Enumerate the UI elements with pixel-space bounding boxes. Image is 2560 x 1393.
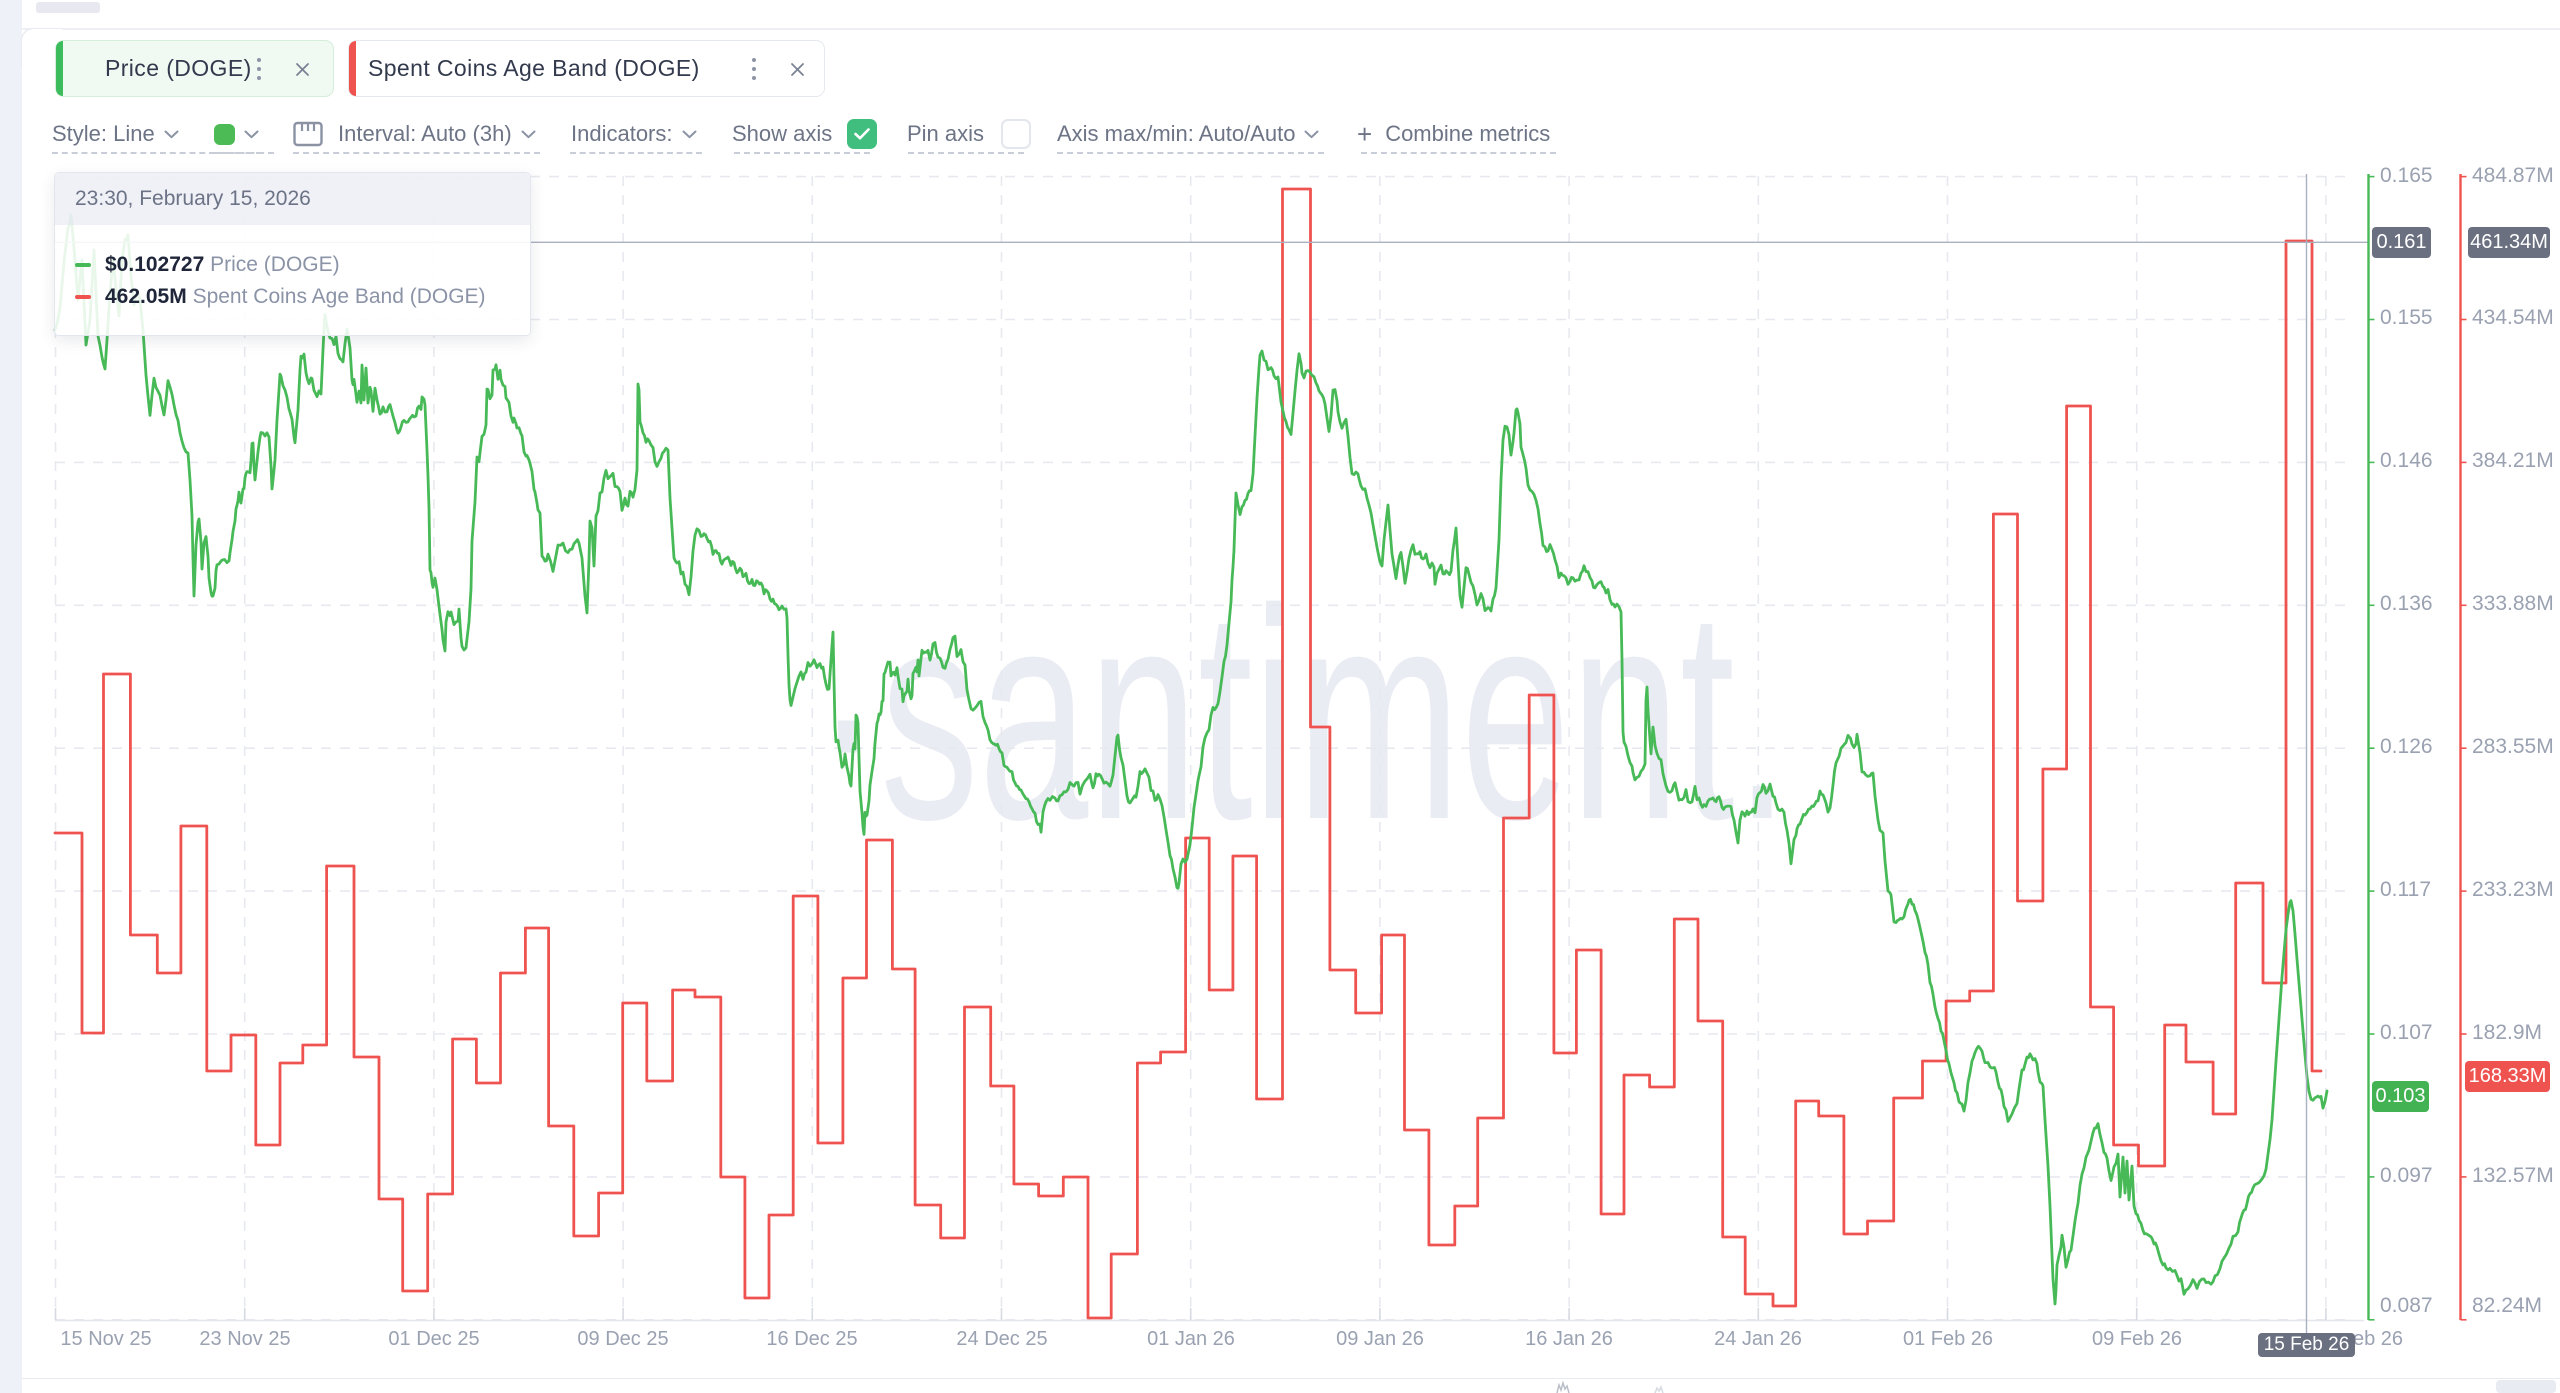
svg-text:·santiment.: ·santiment. [815,546,1790,882]
